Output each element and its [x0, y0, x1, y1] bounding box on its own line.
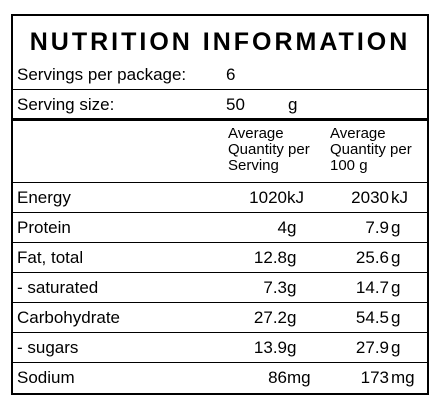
servings-per-package-value: 6: [226, 65, 236, 84]
thick-divider: [13, 118, 427, 121]
per-serving-value: 27.2: [253, 308, 287, 327]
nutrient-name: - sugars: [17, 338, 79, 357]
per-100g-value: 27.9: [355, 338, 389, 357]
panel-title: NUTRITION INFORMATION: [29, 28, 411, 56]
row-divider: [13, 332, 427, 333]
per-100g-value: 54.5: [355, 308, 389, 327]
per-100g-unit: mg: [391, 368, 415, 387]
per-serving-value: 13.9: [253, 338, 287, 357]
per-serving-value: 4: [277, 218, 287, 237]
per-serving-unit: g: [287, 308, 297, 327]
per-100g-unit: g: [391, 218, 401, 237]
per-100g-value: 14.7: [355, 278, 389, 297]
nutrient-row: - sugars 13.9 g 27.9 g: [13, 333, 427, 363]
per-serving-unit: g: [287, 278, 297, 297]
per-100g-unit: kJ: [391, 188, 408, 207]
nutrient-row: Carbohydrate 27.2 g 54.5 g: [13, 303, 427, 333]
nutrient-row: Protein 4 g 7.9 g: [13, 213, 427, 243]
per-100g-unit: g: [391, 278, 401, 297]
row-divider: [13, 362, 427, 363]
nutrient-name: Fat, total: [17, 248, 84, 267]
nutrient-name: - saturated: [17, 278, 99, 297]
nutrient-name: Protein: [17, 218, 71, 237]
nutrient-name: Carbohydrate: [17, 308, 121, 327]
nutrient-row: Sodium 86 mg 173 mg: [13, 363, 427, 393]
nutrient-row: - saturated 7.3 g 14.7 g: [13, 273, 427, 303]
per-serving-value: 7.3: [263, 278, 287, 297]
per-serving-value: 86: [268, 368, 287, 387]
nutrient-name: Energy: [17, 188, 71, 207]
per-100g-unit: g: [391, 248, 401, 267]
column-header-per-serving: Average Quantity per Serving: [228, 125, 310, 174]
per-100g-value: 2030: [351, 188, 389, 207]
per-serving-unit: g: [287, 218, 297, 237]
serving-size-label: Serving size:: [17, 95, 115, 114]
per-serving-value: 1020: [249, 188, 287, 207]
row-divider: [13, 212, 427, 213]
header-divider: [13, 182, 427, 183]
row-divider: [13, 272, 427, 273]
per-100g-value: 7.9: [365, 218, 389, 237]
per-serving-unit: g: [287, 248, 297, 267]
per-serving-unit: g: [287, 338, 297, 357]
divider: [13, 89, 427, 90]
per-serving-value: 12.8: [253, 248, 287, 267]
nutrient-name: Sodium: [17, 368, 75, 387]
serving-size-unit: g: [288, 95, 298, 114]
servings-per-package-label: Servings per package:: [17, 65, 187, 84]
per-100g-unit: g: [391, 338, 401, 357]
serving-size-value: 50: [226, 95, 245, 114]
per-100g-value: 173: [360, 368, 389, 387]
per-100g-unit: g: [391, 308, 401, 327]
column-header-per-100g: Average Quantity per 100 g: [330, 125, 412, 174]
nutrient-row: Fat, total 12.8 g 25.6 g: [13, 243, 427, 273]
per-100g-value: 25.6: [355, 248, 389, 267]
nutrient-row: Energy 1020 kJ 2030 kJ: [13, 183, 427, 213]
per-serving-unit: kJ: [287, 188, 304, 207]
row-divider: [13, 242, 427, 243]
nutrition-panel: NUTRITION INFORMATION Servings per packa…: [11, 14, 429, 395]
per-serving-unit: mg: [287, 368, 311, 387]
row-divider: [13, 302, 427, 303]
